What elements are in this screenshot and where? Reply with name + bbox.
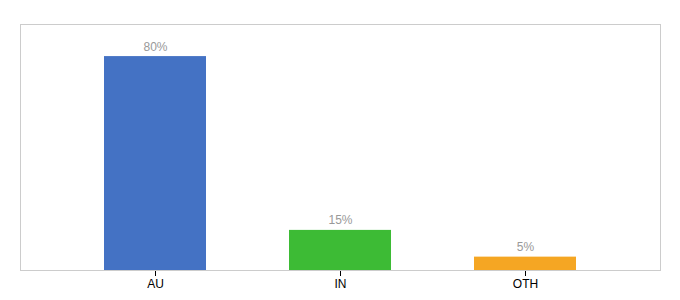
svg-text:80%: 80% [143,40,167,54]
svg-text:IN: IN [335,277,347,291]
svg-text:AU: AU [147,277,164,291]
svg-text:5%: 5% [517,240,535,254]
svg-text:OTH: OTH [513,277,538,291]
svg-text:15%: 15% [328,213,352,227]
